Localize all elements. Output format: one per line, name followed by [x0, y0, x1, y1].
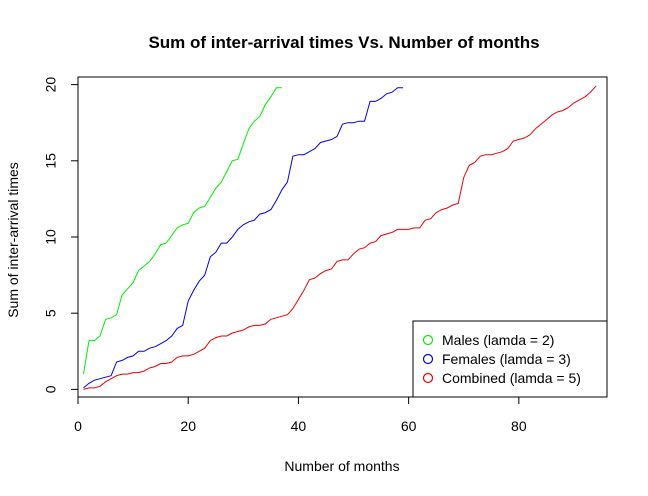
- legend-label-3: Combined (lamda = 5): [442, 370, 581, 386]
- x-tick-label: 20: [180, 418, 196, 434]
- y-tick-label: 10: [43, 229, 59, 245]
- chart-title: Sum of inter-arrival times Vs. Number of…: [148, 33, 539, 52]
- legend-marker-3: [422, 372, 434, 384]
- series-line-3: [83, 85, 597, 390]
- x-axis-label: Number of months: [284, 458, 399, 474]
- y-tick-label: 15: [43, 153, 59, 169]
- y-tick-label: 20: [43, 77, 59, 93]
- x-tick-label: 40: [291, 418, 307, 434]
- x-tick-label: 60: [401, 418, 417, 434]
- y-axis-label: Sum of inter-arrival times: [5, 162, 21, 318]
- y-tick-label: 0: [43, 385, 59, 393]
- legend-marker-1: [422, 334, 434, 346]
- x-tick-label: 0: [74, 418, 82, 434]
- legend-label-2: Females (lamda = 3): [442, 351, 571, 367]
- legend: Males (lamda = 2) Females (lamda = 3) Comb…: [412, 320, 608, 398]
- legend-label-1: Males (lamda = 2): [442, 332, 554, 348]
- series-line-2: [83, 87, 404, 389]
- x-tick-label: 80: [511, 418, 527, 434]
- series-line-1: [83, 87, 282, 375]
- y-tick-label: 5: [43, 309, 59, 317]
- legend-marker-2: [422, 353, 434, 365]
- y-axis: 0 5 10 15 20: [43, 77, 79, 393]
- series-layer: [83, 85, 597, 390]
- legend-box: [412, 320, 608, 398]
